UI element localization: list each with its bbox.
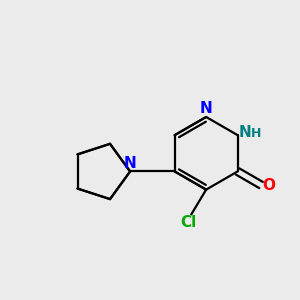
Text: N: N: [238, 125, 251, 140]
Text: Cl: Cl: [181, 215, 197, 230]
Text: O: O: [262, 178, 275, 193]
Text: N: N: [124, 156, 136, 171]
Text: N: N: [200, 101, 212, 116]
Text: H: H: [250, 127, 261, 140]
